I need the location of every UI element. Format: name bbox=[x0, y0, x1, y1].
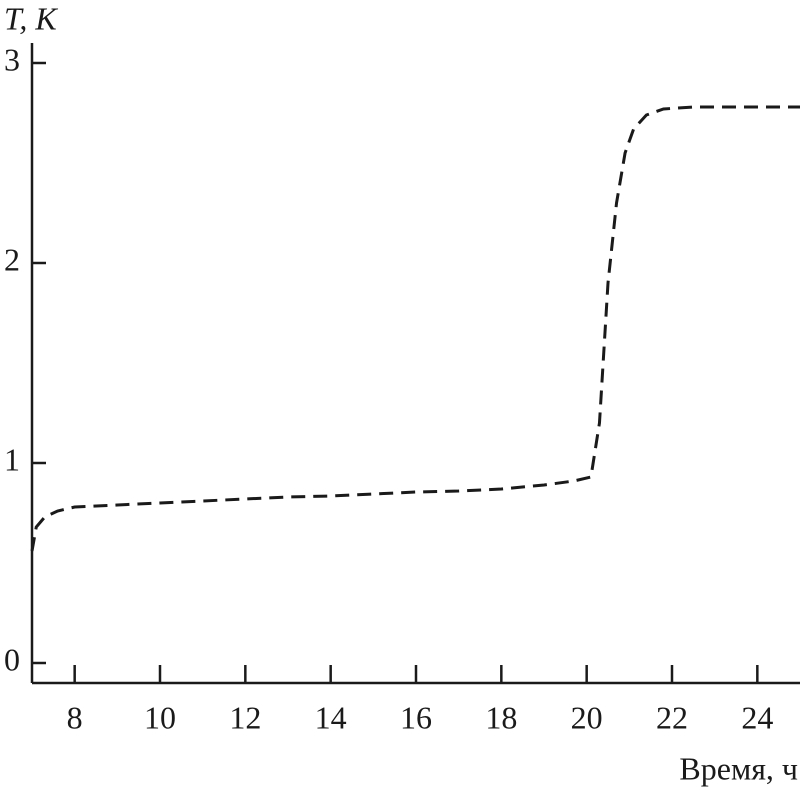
x-tick-label: 12 bbox=[229, 699, 261, 735]
y-tick-label: 0 bbox=[4, 641, 20, 677]
x-tick-label: 22 bbox=[656, 699, 688, 735]
y-tick-label: 3 bbox=[4, 41, 20, 77]
y-axis-label: T, K bbox=[4, 0, 58, 36]
x-tick-label: 20 bbox=[571, 699, 603, 735]
data-line bbox=[30, 105, 800, 552]
x-tick-label: 10 bbox=[144, 699, 176, 735]
x-tick-label: 8 bbox=[67, 699, 83, 735]
x-tick-label: 18 bbox=[485, 699, 517, 735]
y-tick-label: 1 bbox=[4, 441, 20, 477]
y-tick-label: 2 bbox=[4, 241, 20, 277]
x-axis-label: Время, ч bbox=[679, 750, 798, 786]
x-tick-label: 24 bbox=[741, 699, 773, 735]
x-tick-label: 14 bbox=[315, 699, 347, 735]
x-tick-label: 16 bbox=[400, 699, 432, 735]
